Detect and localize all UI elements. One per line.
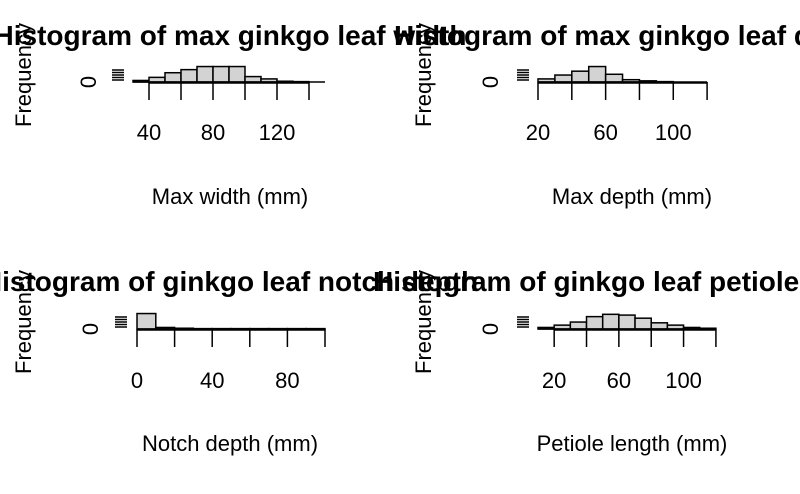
panel-3-x-tick-label: 40: [200, 368, 224, 393]
panel-3-ylabel: Frequency: [11, 270, 36, 374]
panel-4: Histogram of ginkgo leaf petiole length …: [373, 266, 800, 456]
panel-1-y-tick-label: 0: [76, 76, 101, 88]
panel-4-plot: 20 60 100 0: [478, 313, 717, 393]
panel-1-bar: [164, 71, 182, 83]
panel-3-x-tick-label: 80: [275, 368, 299, 393]
panel-1-x-tick-label: 80: [201, 120, 225, 145]
panel-2-bar: [554, 74, 573, 83]
panel-4-title: Histogram of ginkgo leaf petiole length: [373, 266, 800, 297]
panel-4-bar: [569, 321, 588, 330]
panel-2-bar: [587, 65, 607, 83]
panel-3-title: Histogram of ginkgo leaf notch depth: [0, 266, 478, 297]
panel-1-bar: [244, 75, 262, 83]
panel-4-bar: [650, 322, 669, 330]
panel-1-x-tick-label: 40: [137, 120, 161, 145]
panel-4-x-tick-label: 60: [607, 368, 631, 393]
panel-1-x-tick-label: 120: [259, 120, 296, 145]
panel-2-plot: 20 60 100 0: [478, 65, 708, 145]
panel-1-title: Histogram of max ginkgo leaf width: [0, 20, 466, 51]
panel-2-x-tick-label: 20: [526, 120, 550, 145]
panel-4-y-tick-label: 0: [478, 323, 503, 335]
panel-3-x-tick-label: 0: [131, 368, 143, 393]
panel-4-bar: [634, 317, 652, 330]
panel-2-title: Histogram of max ginkgo leaf depth: [394, 20, 800, 51]
panel-4-bar: [618, 314, 636, 330]
panel-3-plot: 0 40 80 0: [78, 312, 326, 393]
panel-4-x-tick-label: 20: [542, 368, 566, 393]
panel-3: Histogram of ginkgo leaf notch depth Not…: [0, 266, 478, 456]
panel-2-bar: [604, 73, 624, 83]
panel-3-xlabel: Notch depth (mm): [142, 431, 318, 456]
panel-1-ylabel: Frequency: [11, 23, 36, 127]
panel-2-y-tick-label: 0: [478, 76, 503, 88]
panel-1-bar: [180, 68, 198, 83]
panel-4-x-tick-label: 100: [665, 368, 702, 393]
panel-4-ylabel: Frequency: [411, 270, 436, 374]
panel-2-x-tick-label: 60: [593, 120, 617, 145]
panel-1-bar: [228, 65, 246, 83]
panel-2-x-tick-label: 100: [655, 120, 692, 145]
panel-1-xlabel: Max width (mm): [152, 184, 308, 209]
panel-2: Histogram of max ginkgo leaf depth Max d…: [394, 20, 800, 209]
panel-1: Histogram of max ginkgo leaf width Max w…: [0, 20, 466, 209]
panel-4-bar: [601, 313, 620, 330]
panel-2-xlabel: Max depth (mm): [552, 184, 712, 209]
panel-2-ylabel: Frequency: [411, 23, 436, 127]
panel-3-bar: [136, 312, 157, 330]
panel-1-bar: [196, 65, 214, 83]
panel-2-bar: [571, 70, 590, 83]
panel-3-y-tick-label: 0: [78, 323, 103, 335]
panel-4-bar: [585, 315, 604, 330]
panel-4-xlabel: Petiole length (mm): [537, 431, 728, 456]
panel-1-plot: 40 80 120 0: [76, 65, 325, 145]
panel-1-bar: [212, 65, 230, 83]
